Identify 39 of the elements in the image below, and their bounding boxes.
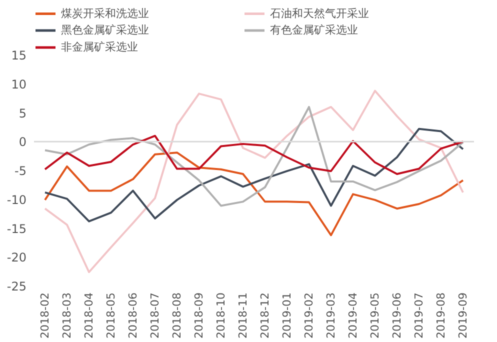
x-tick-label: 2019-02 xyxy=(302,292,316,338)
x-tick-label: 2019-01 xyxy=(280,292,294,338)
legend-label: 石油和天然气开采业 xyxy=(270,6,369,20)
line-series xyxy=(44,128,464,222)
y-tick-label: -20 xyxy=(6,250,26,265)
x-tick-label: 2019-09 xyxy=(456,292,470,338)
y-tick-label: -5 xyxy=(14,164,26,178)
x-tick-label: 2018-11 xyxy=(236,292,250,338)
x-tick-label: 2018-07 xyxy=(148,292,162,338)
x-tick-label: 2018-02 xyxy=(38,292,52,338)
line-series xyxy=(44,106,464,207)
y-tick-label: -15 xyxy=(6,222,26,236)
x-tick-label: 2018-12 xyxy=(258,292,272,338)
x-tick-label: 2019-08 xyxy=(434,292,448,338)
x-tick-label: 2019-07 xyxy=(412,292,426,338)
x-tick-label: 2018-04 xyxy=(82,292,96,338)
x-tick-label: 2019-05 xyxy=(368,292,382,338)
y-tick-label: -10 xyxy=(6,192,26,207)
x-tick-label: 2018-08 xyxy=(170,292,184,338)
line-series xyxy=(44,134,464,175)
y-tick-label: -25 xyxy=(6,280,26,294)
y-tick-label: 15 xyxy=(11,48,26,62)
y-tick-label: 5 xyxy=(18,106,26,120)
line-series xyxy=(44,152,464,236)
line-series xyxy=(44,90,464,274)
x-tick-label: 2019-04 xyxy=(346,292,360,338)
y-tick-label: 10 xyxy=(11,77,26,92)
legend-label: 非金属矿采选业 xyxy=(61,40,138,54)
y-tick-label: 0 xyxy=(18,135,26,150)
x-tick-label: 2018-10 xyxy=(214,292,228,338)
x-tick-label: 2018-09 xyxy=(192,292,206,338)
legend-label: 煤炭开采和洗选业 xyxy=(61,6,149,20)
x-tick-label: 2018-03 xyxy=(60,292,74,338)
legend-label: 黑色金属矿采选业 xyxy=(61,24,149,36)
x-tick-label: 2019-03 xyxy=(324,292,338,338)
x-tick-label: 2019-06 xyxy=(390,292,404,338)
legend-label: 有色金属矿采选业 xyxy=(270,24,358,36)
x-tick-label: 2018-05 xyxy=(104,292,118,338)
x-tick-label: 2018-06 xyxy=(126,292,140,338)
